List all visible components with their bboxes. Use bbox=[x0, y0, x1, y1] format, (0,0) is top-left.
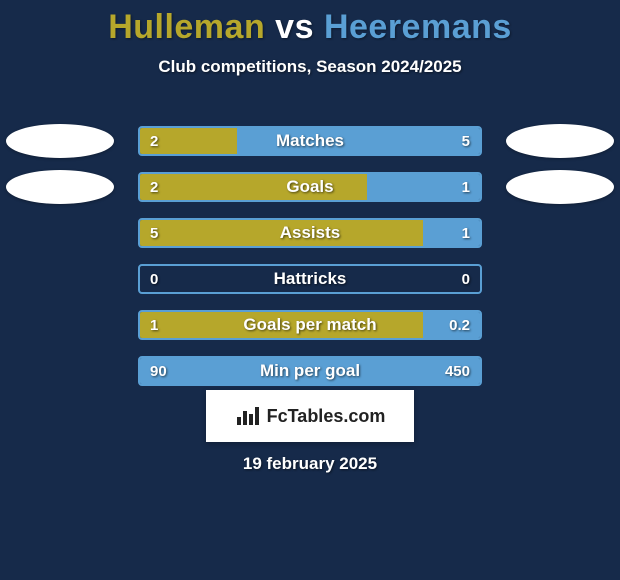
title-right-name: Heeremans bbox=[324, 8, 512, 46]
bar-left-fill bbox=[140, 220, 423, 246]
stat-value-right: 5 bbox=[462, 128, 470, 154]
stat-row: 10.2Goals per match bbox=[0, 302, 620, 348]
bar-left-fill bbox=[140, 312, 423, 338]
stat-row: 90450Min per goal bbox=[0, 348, 620, 394]
title-vs: vs bbox=[265, 8, 324, 46]
stat-value-right: 0.2 bbox=[449, 312, 470, 338]
bar-track: 90450Min per goal bbox=[138, 356, 482, 386]
stat-row: 25Matches bbox=[0, 118, 620, 164]
stat-value-left: 1 bbox=[150, 312, 158, 338]
stat-value-right: 1 bbox=[462, 220, 470, 246]
stat-value-right: 1 bbox=[462, 174, 470, 200]
comparison-infographic: Hulleman vs Heeremans Club competitions,… bbox=[0, 0, 620, 580]
date-line: 19 february 2025 bbox=[0, 454, 620, 474]
bar-track: 51Assists bbox=[138, 218, 482, 248]
bars-icon bbox=[235, 405, 261, 427]
stat-value-right: 450 bbox=[445, 358, 470, 384]
stat-row: 0 0Hattricks bbox=[0, 256, 620, 302]
brand-text: FcTables.com bbox=[267, 406, 386, 427]
stat-value-left: 0 bbox=[150, 266, 158, 292]
stat-value-left: 90 bbox=[150, 358, 167, 384]
stat-row: 51Assists bbox=[0, 210, 620, 256]
player-marker-right bbox=[506, 170, 614, 204]
stat-label: Hattricks bbox=[140, 266, 480, 292]
stat-value-left: 2 bbox=[150, 174, 158, 200]
bar-track: 0 0Hattricks bbox=[138, 264, 482, 294]
bar-right-fill bbox=[140, 358, 480, 384]
bar-track: 10.2Goals per match bbox=[138, 310, 482, 340]
stat-value-left: 2 bbox=[150, 128, 158, 154]
player-marker-left bbox=[6, 124, 114, 158]
stat-value-right: 0 bbox=[462, 266, 470, 292]
subtitle: Club competitions, Season 2024/2025 bbox=[0, 57, 620, 77]
bar-right-fill bbox=[423, 220, 480, 246]
stat-value-left: 5 bbox=[150, 220, 158, 246]
bar-right-fill bbox=[237, 128, 480, 154]
page-title: Hulleman vs Heeremans bbox=[0, 0, 620, 47]
player-marker-right bbox=[506, 124, 614, 158]
stats-area: 25Matches21Goals51Assists00Hattricks10.2… bbox=[0, 118, 620, 394]
brand-badge: FcTables.com bbox=[206, 390, 414, 442]
player-marker-left bbox=[6, 170, 114, 204]
stat-row: 21Goals bbox=[0, 164, 620, 210]
bar-track: 21Goals bbox=[138, 172, 482, 202]
bar-left-fill bbox=[140, 174, 367, 200]
title-left-name: Hulleman bbox=[108, 8, 265, 46]
bar-track: 25Matches bbox=[138, 126, 482, 156]
